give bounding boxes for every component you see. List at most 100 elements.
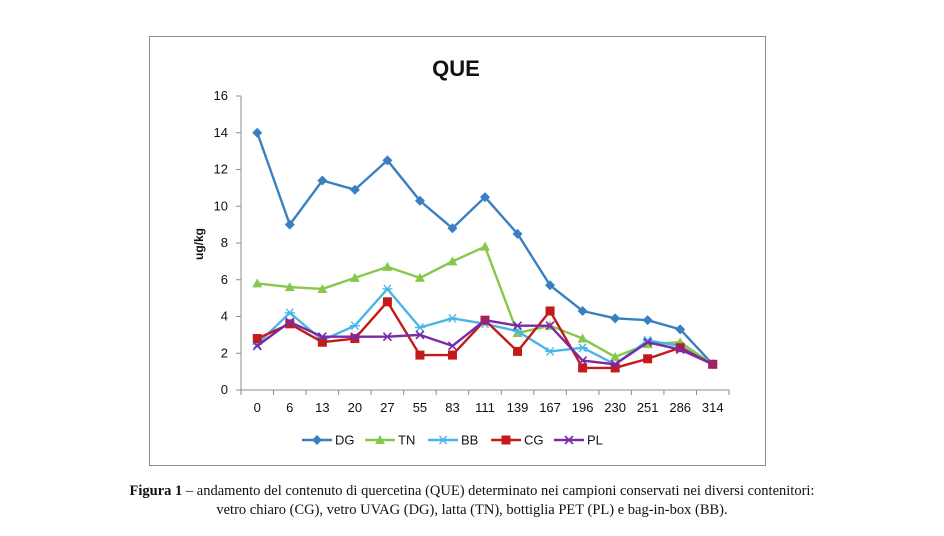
data-point-dg (252, 127, 263, 138)
y-tick-label: 16 (214, 88, 228, 103)
data-point-pl (578, 356, 588, 366)
data-point-tn (349, 272, 360, 282)
data-point-pl (350, 332, 360, 342)
data-point-tn (610, 351, 621, 361)
x-tick-label: 139 (507, 400, 529, 415)
line-chart: QUE ug/kg 0 2 4 6 8 10 12 14 16 0 6 13 20 27 55 83 111 13… (192, 56, 730, 448)
y-tick-label: 8 (221, 235, 228, 250)
caption-label: Figura 1 (129, 483, 183, 499)
legend-item-pl: PL (554, 433, 603, 448)
data-point-cg (317, 337, 327, 347)
legend-item-bb: BB (428, 433, 478, 448)
data-point-cg (382, 297, 392, 307)
x-tick-label: 27 (380, 400, 394, 415)
series-tn (252, 241, 718, 369)
data-point-tn (447, 256, 458, 266)
data-point-pl (545, 321, 555, 331)
data-point-bb (414, 323, 425, 332)
caption-text-1: – andamento del contenuto di quercetina … (182, 483, 815, 499)
y-tick-label: 6 (221, 272, 228, 287)
y-axis-label: ug/kg (192, 228, 206, 260)
caption-line-1: Figura 1 – andamento del contenuto di qu… (0, 482, 944, 501)
x-tick-label: 251 (637, 400, 659, 415)
data-point-bb (284, 308, 295, 318)
data-point-cg (285, 319, 295, 329)
data-point-cg (675, 343, 685, 353)
data-point-cg (513, 346, 523, 356)
data-point-bb (447, 313, 458, 323)
data-point-tn (414, 272, 425, 282)
x-tick-label: 286 (669, 400, 691, 415)
legend-label-dg: DG (335, 433, 355, 448)
legend-marker-tn (375, 435, 385, 444)
data-point-tn (284, 282, 295, 292)
data-point-tn (252, 278, 263, 288)
caption-line-2: vetro chiaro (CG), vetro UVAG (DG), latt… (216, 502, 728, 518)
data-point-cg (447, 350, 457, 360)
data-point-dg (447, 223, 458, 234)
series-pl (252, 315, 718, 369)
legend-marker-cg (501, 435, 511, 445)
data-point-cg (643, 354, 653, 364)
data-point-cg (610, 363, 620, 373)
data-point-cg (415, 350, 425, 360)
data-point-dg (675, 324, 686, 335)
legend-label-cg: CG (524, 433, 544, 448)
data-point-dg (382, 155, 393, 166)
series-line-bb (256, 287, 714, 366)
legend-label-pl: PL (587, 433, 603, 448)
x-tick-label: 230 (604, 400, 626, 415)
x-tick-label: 6 (286, 400, 293, 415)
data-point-dg (610, 313, 621, 324)
y-tick-label: 12 (214, 162, 228, 177)
data-point-tn (317, 283, 328, 293)
data-point-pl (382, 332, 392, 342)
data-point-pl (317, 332, 327, 342)
x-tick-label: 20 (348, 400, 362, 415)
data-point-pl (285, 317, 295, 327)
data-point-pl (415, 330, 425, 340)
legend-label-tn: TN (398, 433, 415, 448)
data-point-dg (414, 195, 425, 206)
x-tick-label: 83 (445, 400, 459, 415)
data-point-dg (577, 305, 588, 316)
legend-marker-pl (564, 435, 574, 445)
legend-item-dg: DG (302, 433, 355, 448)
data-point-tn (577, 333, 588, 343)
data-point-pl (643, 337, 653, 347)
y-tick-label: 0 (221, 382, 228, 397)
x-tick-label: 167 (539, 400, 561, 415)
legend-item-tn: TN (365, 433, 415, 448)
x-tick-label: 196 (572, 400, 594, 415)
x-tick-label: 55 (413, 400, 427, 415)
x-tick-label: 314 (702, 400, 724, 415)
x-tick-label: 111 (475, 400, 495, 415)
data-point-tn (480, 241, 490, 251)
data-point-tn (382, 261, 393, 271)
y-tick-label: 4 (221, 309, 228, 324)
data-point-cg (545, 306, 555, 316)
data-point-cg (252, 334, 262, 344)
data-point-pl (708, 359, 718, 369)
data-point-dg (642, 315, 653, 326)
data-point-bb (545, 346, 556, 356)
y-tick-label: 10 (214, 198, 228, 213)
data-point-bb (577, 343, 588, 353)
chart-frame: QUE ug/kg 0 2 4 6 8 10 12 14 16 0 6 13 20 27 55 83 111 13… (149, 36, 766, 466)
legend-item-cg: CG (491, 433, 544, 448)
data-point-pl (447, 341, 458, 351)
data-point-bb (382, 284, 393, 294)
x-tick-label: 13 (315, 400, 329, 415)
data-point-pl (480, 315, 490, 325)
legend-marker-bb (438, 435, 448, 445)
figure-caption: Figura 1 – andamento del contenuto di qu… (0, 482, 944, 520)
data-point-dg (284, 219, 295, 230)
data-point-dg (349, 184, 360, 195)
data-point-dg (545, 280, 556, 291)
data-point-pl (675, 345, 685, 355)
data-point-pl (610, 359, 620, 369)
data-point-dg (480, 192, 490, 203)
chart-title: QUE (432, 56, 480, 81)
series-cg (252, 297, 718, 373)
data-point-dg (512, 228, 523, 239)
